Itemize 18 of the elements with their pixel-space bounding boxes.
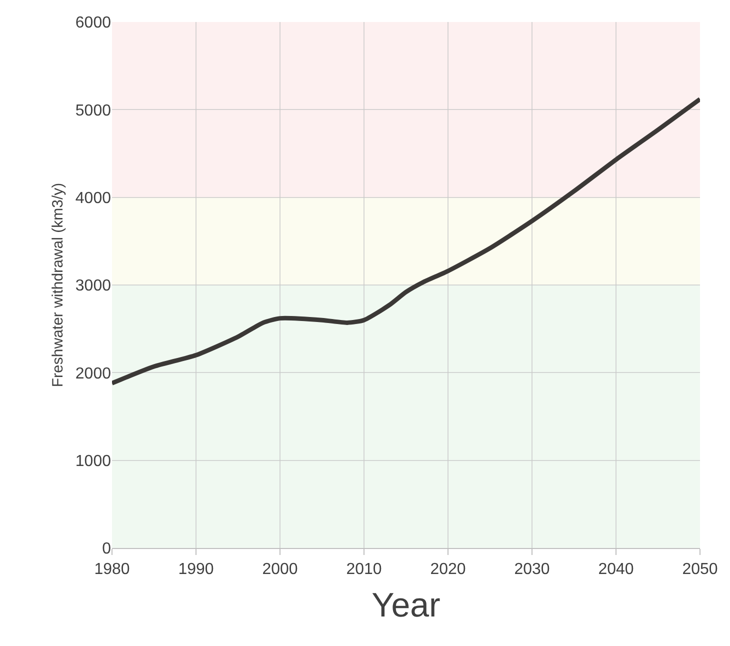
x-tick-label: 2030 — [514, 561, 550, 578]
x-tick-label: 2000 — [262, 561, 298, 578]
x-tick-label: 2010 — [346, 561, 382, 578]
x-tick-label: 1980 — [94, 561, 130, 578]
y-axis-title: Freshwater withdrawal (km3/y) — [50, 182, 67, 388]
x-axis-title: Year — [372, 586, 440, 624]
y-tick-label: 0 — [102, 540, 112, 558]
y-tick-label: 3000 — [75, 278, 112, 295]
y-tick-label: 1000 — [75, 452, 112, 470]
y-tick-label: 6000 — [75, 14, 112, 32]
y-tick-label: 5000 — [75, 102, 112, 120]
x-tick-label: 2040 — [598, 561, 634, 578]
line-series — [112, 96, 700, 386]
x-tick-label: 2020 — [430, 561, 466, 578]
x-tick-label: 1990 — [178, 561, 214, 578]
y-tick-label: 2000 — [75, 365, 112, 382]
x-tick-label: 2050 — [682, 561, 718, 578]
y-tick-label: 4000 — [75, 190, 112, 207]
